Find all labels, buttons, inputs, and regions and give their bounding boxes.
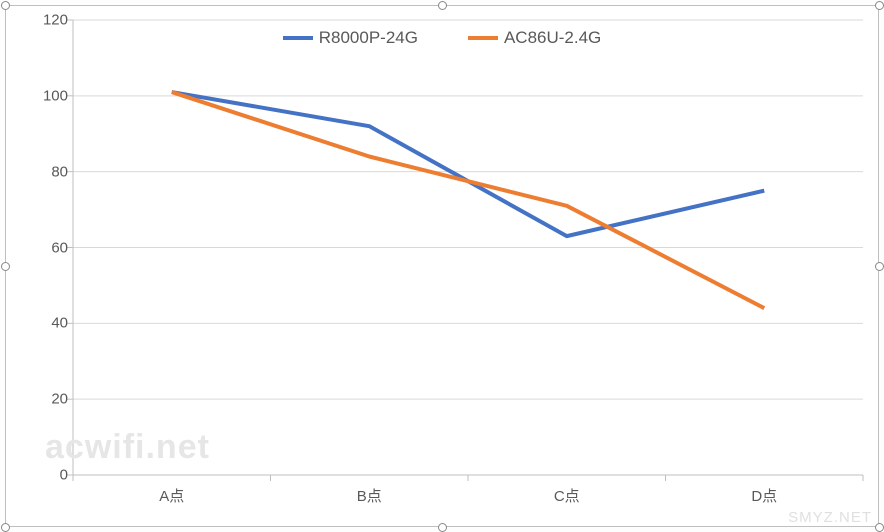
selection-handle[interactable]	[1, 262, 10, 271]
x-axis-label: A点	[159, 485, 184, 506]
series-line	[172, 92, 765, 236]
selection-handle[interactable]	[875, 262, 884, 271]
y-axis-label: 100	[28, 87, 68, 104]
x-axis-label: C点	[554, 485, 580, 506]
selection-handle[interactable]	[438, 523, 447, 532]
y-axis-label: 60	[28, 239, 68, 256]
y-axis-label: 80	[28, 163, 68, 180]
watermark-smyz: SMYZ.NET	[788, 509, 872, 526]
selection-handle[interactable]	[438, 1, 447, 10]
x-axis-label: D点	[751, 485, 777, 506]
legend-swatch	[468, 36, 498, 40]
series-line	[172, 92, 765, 308]
legend-item: AC86U-2.4G	[468, 28, 601, 48]
y-axis-label: 20	[28, 391, 68, 408]
selection-handle[interactable]	[875, 1, 884, 10]
selection-handle[interactable]	[875, 523, 884, 532]
legend-item: R8000P-24G	[283, 28, 418, 48]
selection-handle[interactable]	[1, 523, 10, 532]
legend-label: R8000P-24G	[319, 28, 418, 48]
y-axis-label: 40	[28, 315, 68, 332]
x-axis-label: B点	[357, 485, 382, 506]
legend: R8000P-24G AC86U-2.4G	[0, 28, 884, 48]
y-axis-label: 0	[28, 467, 68, 484]
selection-handle[interactable]	[1, 1, 10, 10]
legend-swatch	[283, 36, 313, 40]
y-axis-label: 120	[28, 12, 68, 29]
watermark-acwifi: acwifi.net	[45, 428, 210, 467]
legend-label: AC86U-2.4G	[504, 28, 601, 48]
